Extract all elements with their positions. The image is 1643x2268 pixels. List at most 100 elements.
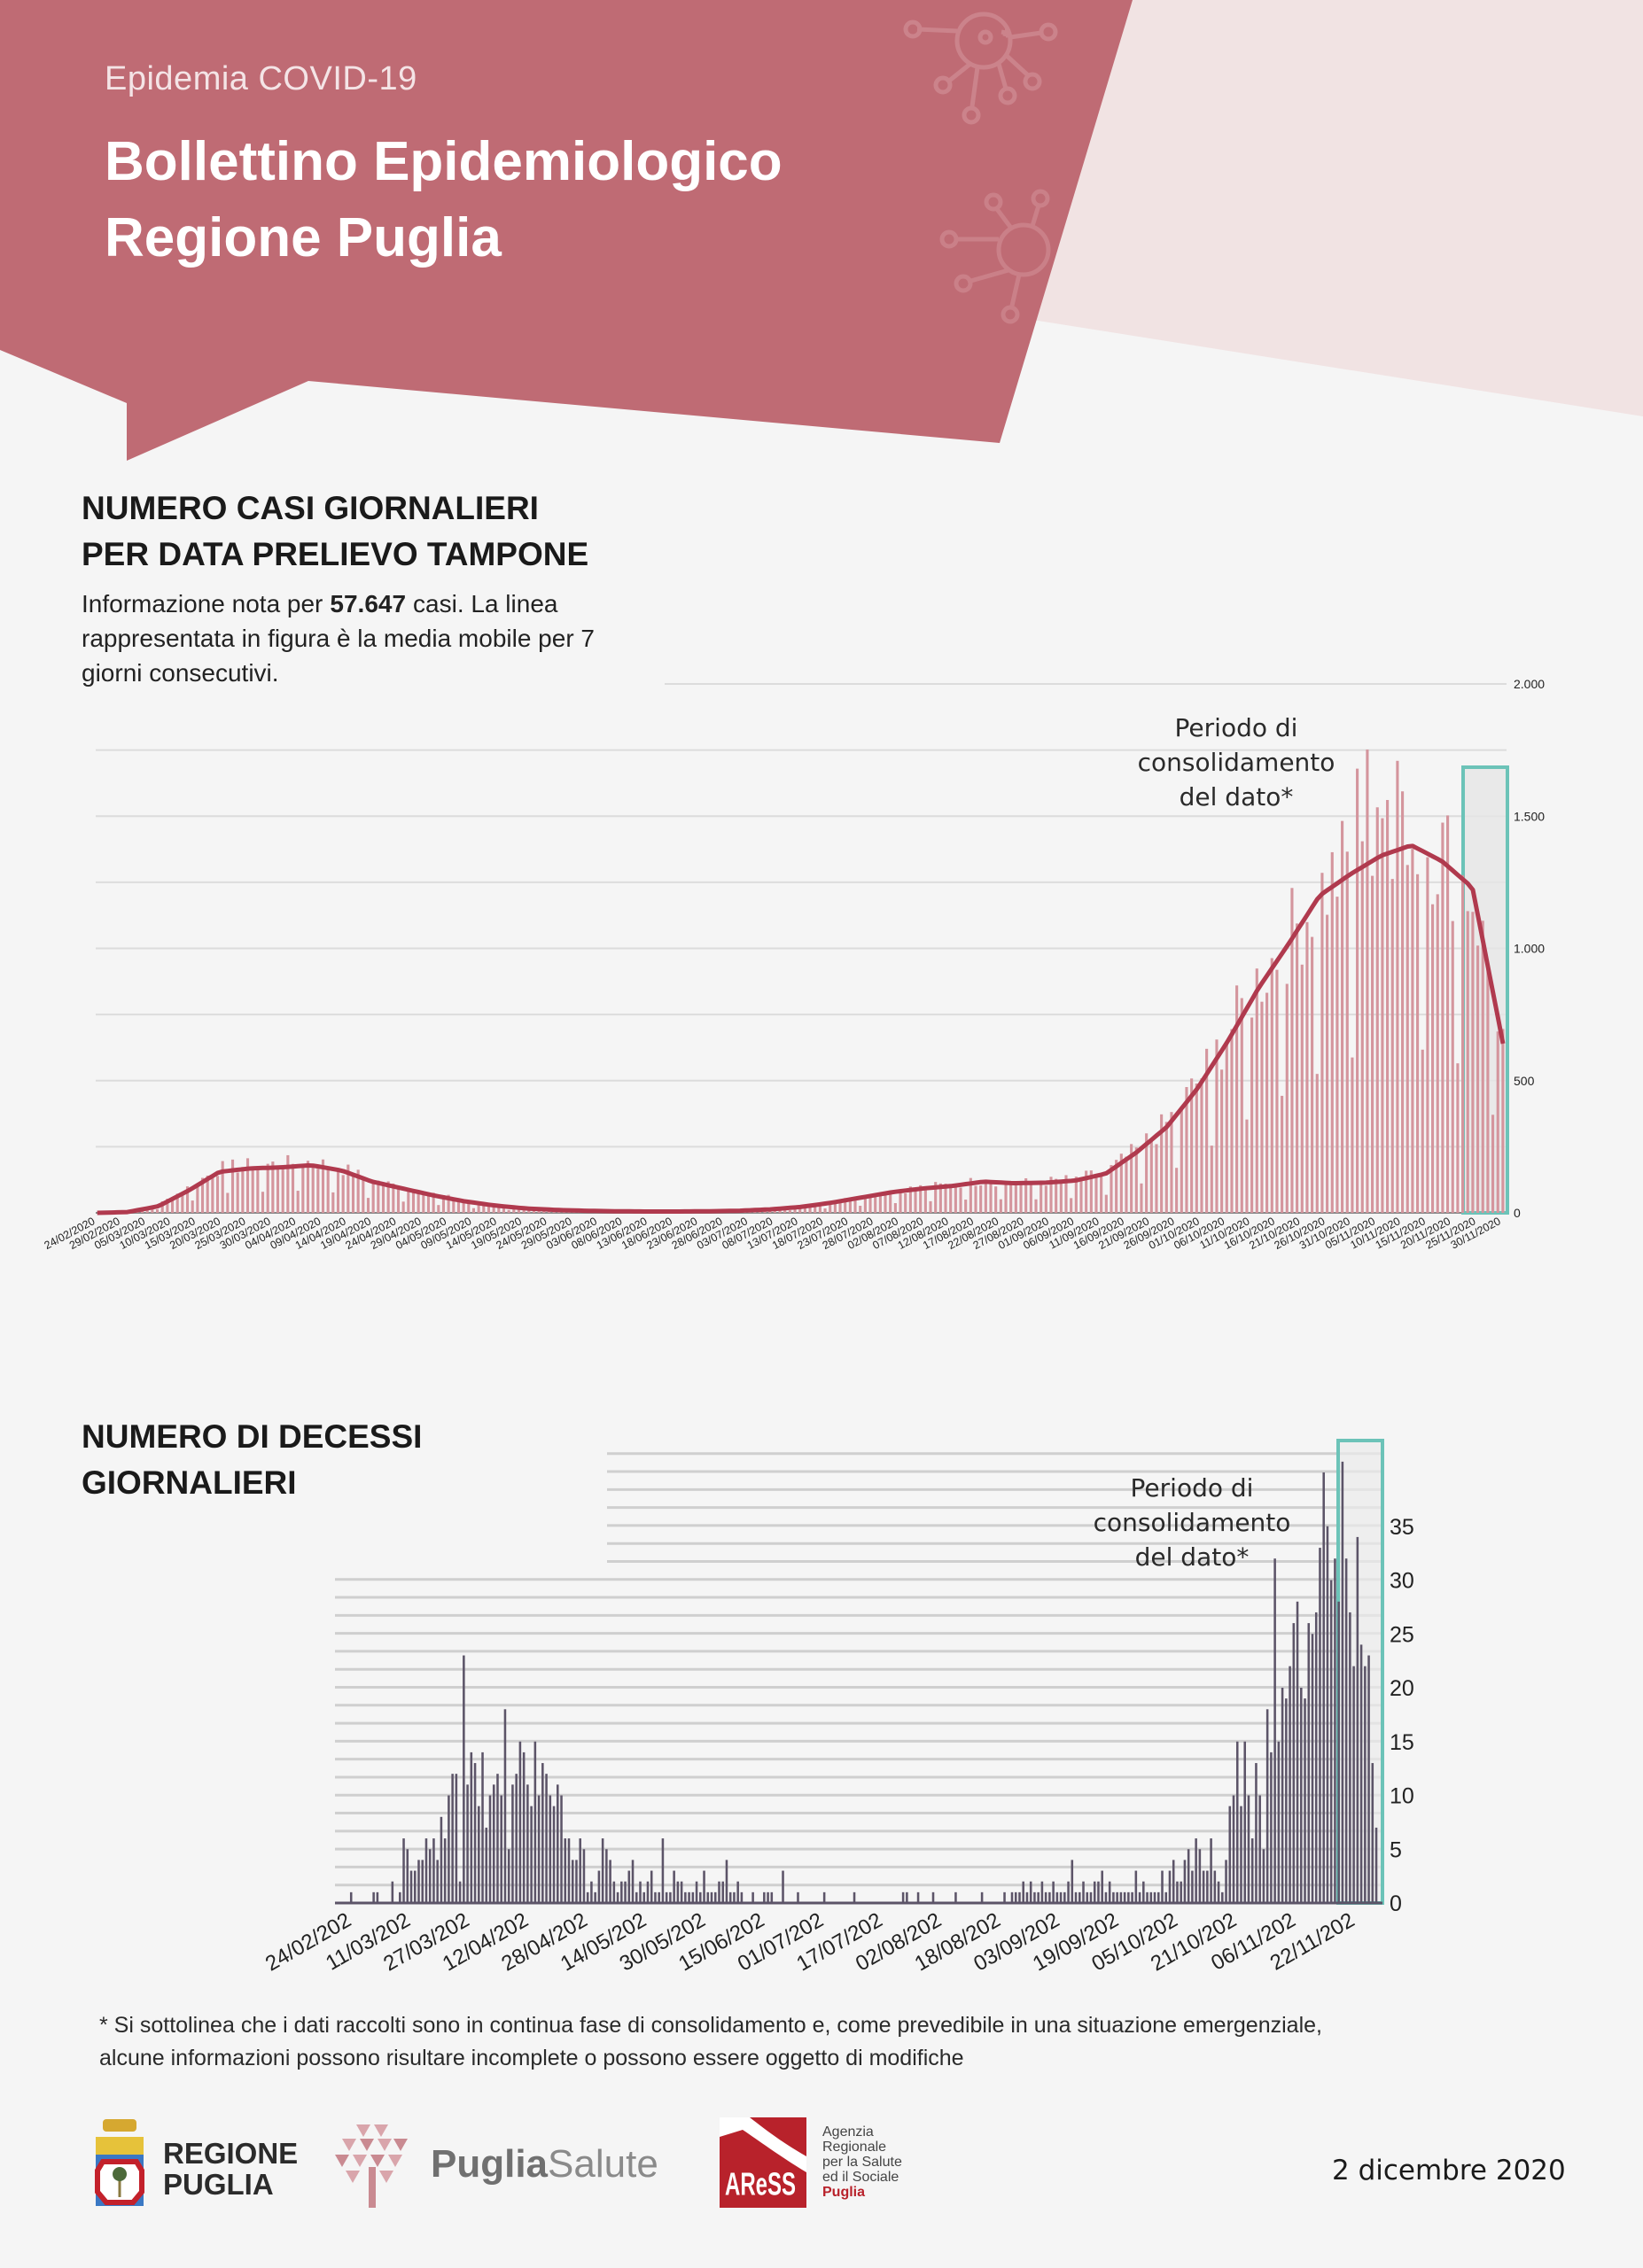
- virus-icon: [903, 12, 1058, 125]
- cases-bar: [492, 1206, 495, 1213]
- cases-bar: [1446, 815, 1450, 1213]
- deaths-bar: [1265, 1709, 1269, 1903]
- cases-bar: [456, 1200, 461, 1213]
- deaths-bar: [627, 1870, 631, 1903]
- deaths-y-ticks: 0 5 10 15 20 25 30 35: [1390, 1515, 1414, 1916]
- cases-bar: [803, 1206, 806, 1213]
- deaths-bar: [654, 1891, 657, 1903]
- deaths-bar: [1134, 1870, 1138, 1903]
- deaths-y-tick-label: 35: [1390, 1515, 1414, 1540]
- cases-bar: [1265, 992, 1269, 1213]
- deaths-bar: [1180, 1881, 1182, 1903]
- deaths-title-line1: NUMERO DI DECESSI: [82, 1418, 423, 1455]
- cases-bar: [1471, 912, 1475, 1213]
- deaths-bar: [1191, 1870, 1194, 1903]
- cases-bar: [306, 1161, 310, 1213]
- cases-bar: [467, 1201, 471, 1213]
- cases-bar: [155, 1209, 160, 1213]
- deaths-bar: [466, 1784, 469, 1903]
- cases-bar: [396, 1189, 401, 1213]
- footnote-line2: alcune informazioni possono risultare in…: [99, 2046, 964, 2070]
- cases-title-line1: NUMERO CASI GIORNALIERI: [82, 490, 539, 526]
- deaths-bar: [1104, 1891, 1108, 1903]
- cases-bar: [1296, 923, 1299, 1213]
- cases-bar: [507, 1209, 510, 1213]
- cases-bar: [1024, 1177, 1028, 1213]
- cases-bar: [1130, 1144, 1133, 1213]
- cases-bar: [517, 1208, 521, 1213]
- deaths-bar: [455, 1774, 458, 1903]
- cases-bar: [1456, 1063, 1460, 1213]
- deaths-title-line2: GIORNALIERI: [82, 1464, 297, 1501]
- cases-bar: [401, 1201, 405, 1213]
- cases-bar: [200, 1177, 205, 1213]
- cases-bar: [261, 1192, 265, 1213]
- cases-bar: [1275, 969, 1279, 1213]
- deaths-bar: [507, 1849, 510, 1903]
- deaths-bar: [575, 1860, 578, 1903]
- logo-regione-line2: PUGLIA: [163, 2168, 274, 2201]
- cases-bar: [823, 1208, 827, 1213]
- cases-bar: [1326, 914, 1329, 1213]
- cases-bar: [1360, 841, 1364, 1213]
- cases-bar: [1190, 1078, 1194, 1213]
- deaths-bar: [1202, 1870, 1205, 1903]
- deaths-bar: [443, 1838, 447, 1903]
- deaths-bar: [1206, 1870, 1209, 1903]
- cases-bar: [245, 1158, 250, 1213]
- cases-bar: [471, 1208, 476, 1213]
- cases-bar: [1255, 968, 1258, 1213]
- deaths-y-tick-label: 25: [1390, 1622, 1414, 1647]
- cases-bar: [1110, 1165, 1113, 1213]
- cases-bar: [833, 1202, 837, 1213]
- deaths-bar: [376, 1891, 379, 1903]
- deaths-bar: [906, 1891, 908, 1903]
- deaths-bar: [1153, 1891, 1156, 1903]
- cases-bar: [1164, 1122, 1168, 1213]
- deaths-bar: [1156, 1891, 1160, 1903]
- cases-bar: [362, 1177, 365, 1213]
- deaths-bar: [740, 1891, 744, 1903]
- cases-bar: [818, 1204, 822, 1213]
- cases-bar: [793, 1207, 797, 1213]
- header-title-line1: Bollettino Epidemiologico: [105, 131, 783, 192]
- deaths-bar: [391, 1881, 394, 1903]
- deaths-bar: [537, 1795, 541, 1903]
- deaths-bar: [782, 1870, 784, 1903]
- cases-bar: [1044, 1185, 1047, 1213]
- cases-bar: [1225, 1043, 1228, 1213]
- deaths-bar: [571, 1860, 574, 1903]
- deaths-bar: [639, 1881, 642, 1903]
- cases-bar: [482, 1203, 486, 1213]
- cases-consolidation-highlight: [1461, 765, 1509, 1215]
- deaths-bar: [526, 1784, 529, 1903]
- deaths-bar: [1164, 1891, 1168, 1903]
- cases-bar: [829, 1202, 832, 1213]
- deaths-bar: [954, 1891, 957, 1903]
- cases-moving-average-line: [97, 843, 1506, 1216]
- deaths-bar: [725, 1860, 728, 1903]
- deaths-bar: [1131, 1891, 1133, 1903]
- cases-bar: [432, 1192, 435, 1213]
- cases-bar: [452, 1199, 456, 1213]
- deaths-bar: [822, 1891, 826, 1903]
- cases-bar: [994, 1186, 998, 1213]
- deaths-bar: [372, 1891, 375, 1903]
- deaths-bar: [1161, 1870, 1164, 1903]
- deaths-bar: [1149, 1891, 1153, 1903]
- deaths-bar: [1033, 1891, 1036, 1903]
- deaths-bar: [1116, 1891, 1118, 1903]
- deaths-bar: [684, 1891, 687, 1903]
- cases-chart: 0 500 1.000 1.500 2.000 24/02/202029/02/2020…: [43, 677, 1546, 1252]
- cases-bar: [411, 1190, 416, 1213]
- aress-mark-text: AReSS: [725, 2167, 797, 2203]
- aress-desc-line: Regionale: [822, 2140, 887, 2155]
- cases-bar: [969, 1177, 972, 1213]
- cases-bar: [462, 1200, 465, 1213]
- cases-bar: [1320, 873, 1324, 1213]
- cases-bar: [1461, 874, 1465, 1213]
- cases-bar: [1351, 1057, 1354, 1213]
- deaths-bar: [564, 1838, 567, 1903]
- logo-puglia-salute-bold: Puglia: [431, 2142, 549, 2186]
